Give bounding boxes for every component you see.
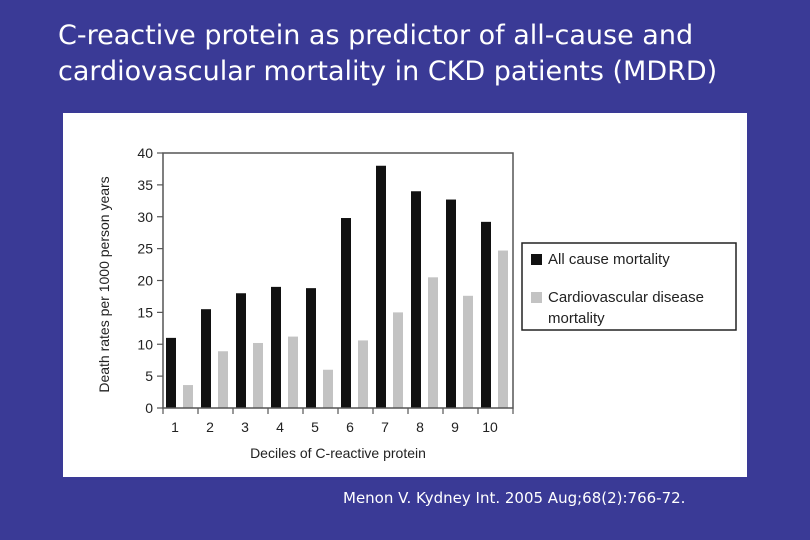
bar-cardiovascular-3 [253, 342, 263, 408]
x-tick-label: 5 [311, 419, 319, 435]
x-axis-label: Deciles of C-reactive protein [250, 445, 426, 461]
bar-all-cause-10 [481, 221, 491, 408]
bar-all-cause-9 [446, 199, 456, 408]
y-tick-label: 20 [137, 273, 153, 289]
bar-cardiovascular-9 [463, 295, 473, 408]
x-tick-label: 6 [346, 419, 354, 435]
legend: All cause mortality Cardiovascular diseas… [521, 242, 737, 331]
legend-box [521, 242, 737, 331]
bar-cardiovascular-6 [358, 340, 368, 408]
bar-all-cause-6 [341, 218, 351, 408]
x-tick-label: 4 [276, 419, 284, 435]
bar-all-cause-4 [271, 286, 281, 408]
slide-title: C-reactive protein as predictor of all-c… [58, 20, 718, 87]
y-tick-label: 0 [145, 400, 153, 416]
bars-group [166, 165, 508, 408]
ticks-group: 0 5 10 15 20 25 30 35 40 1 2 3 4 5 6 7 8 9 10 [137, 145, 514, 435]
x-tick-label: 9 [451, 419, 459, 435]
mortality-bar-chart: 0 5 10 15 20 25 30 35 40 1 2 3 4 5 6 7 8 9 10 Deciles of C… [96, 145, 737, 461]
y-tick-label: 40 [137, 145, 153, 161]
bar-all-cause-2 [201, 309, 211, 408]
y-tick-label: 35 [137, 177, 153, 193]
y-tick-label: 25 [137, 241, 153, 257]
x-tick-label: 2 [206, 419, 214, 435]
plot-frame [162, 152, 514, 409]
bar-all-cause-3 [236, 293, 246, 408]
legend-label-cardiovascular: mortality [548, 310, 605, 327]
x-tick-label: 3 [241, 419, 249, 435]
bar-cardiovascular-4 [288, 336, 298, 408]
y-tick-label: 30 [137, 209, 153, 225]
bar-cardiovascular-7 [393, 312, 403, 408]
citation: Menon V. Kydney Int. 2005 Aug;68(2):766-… [343, 489, 686, 507]
y-axis-label: Death rates per 1000 person years [96, 176, 112, 392]
y-tick-label: 15 [137, 304, 153, 320]
chart-panel: 0 5 10 15 20 25 30 35 40 1 2 3 4 5 6 7 8 9 10 Deciles of C… [63, 113, 747, 477]
bar-cardiovascular-1 [183, 385, 193, 408]
x-tick-label: 7 [381, 419, 389, 435]
bar-cardiovascular-10 [498, 250, 508, 408]
bar-cardiovascular-5 [323, 369, 333, 408]
legend-swatch-cardiovascular [531, 292, 542, 303]
bar-all-cause-8 [411, 191, 421, 408]
bar-all-cause-7 [376, 165, 386, 408]
bar-cardiovascular-8 [428, 277, 438, 408]
x-tick-label: 1 [171, 419, 179, 435]
x-tick-label: 8 [416, 419, 424, 435]
bar-all-cause-5 [306, 288, 316, 408]
bar-cardiovascular-2 [218, 351, 228, 408]
x-tick-label: 10 [482, 419, 498, 435]
legend-label-all-cause: All cause mortality [548, 251, 670, 268]
bar-all-cause-1 [166, 337, 176, 408]
y-tick-label: 5 [145, 368, 153, 384]
legend-label-cardiovascular: Cardiovascular disease [548, 289, 704, 306]
legend-swatch-all-cause [531, 254, 542, 265]
y-tick-label: 10 [137, 336, 153, 352]
